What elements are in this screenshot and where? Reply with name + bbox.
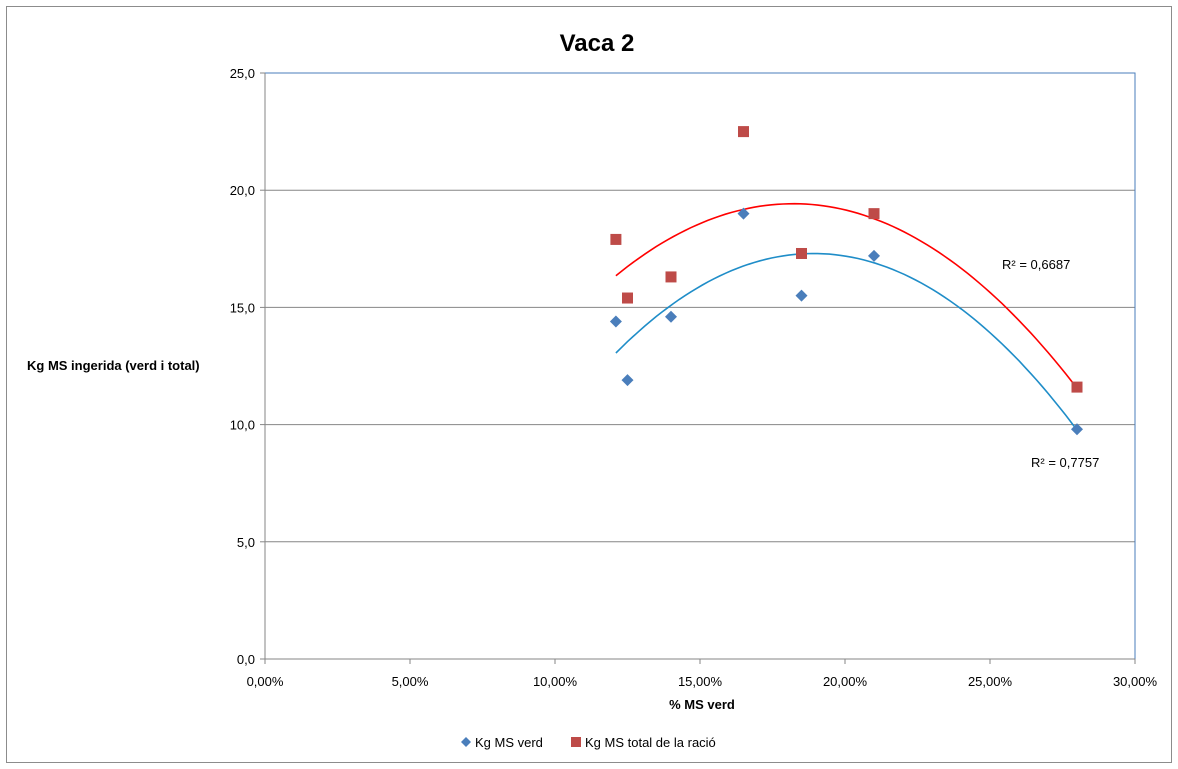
y-tick-label: 15,0 — [230, 300, 255, 315]
y-tick-label: 20,0 — [230, 183, 255, 198]
tick-labels: 0,0 5,0 10,0 15,0 20,0 25,0 0,00% 5,00% 10,00% 15… — [230, 66, 1158, 689]
point-total — [1071, 381, 1083, 393]
legend-label-verd: Kg MS verd — [475, 735, 543, 750]
point-total — [796, 247, 807, 259]
y-tick-label: 5,0 — [237, 535, 255, 550]
point-total — [665, 271, 677, 283]
trendlines — [615, 202, 1078, 431]
point-verd — [621, 374, 634, 387]
chart-frame: Vaca 2 0,0 5,0 10,0 15,0 20,0 25,0 0,00% 5,00% 1… — [6, 6, 1172, 763]
plot-area — [264, 72, 1136, 660]
point-verd — [665, 310, 677, 323]
r2-annotations: R² = 0,7757 R² = 0,6687 — [1002, 257, 1099, 470]
y-tick-label: 25,0 — [230, 66, 255, 81]
x-tick-label: 30,00% — [1113, 674, 1158, 689]
point-total — [610, 233, 622, 245]
x-tick-label: 10,00% — [533, 674, 578, 689]
point-total — [868, 208, 880, 220]
x-axis-title: % MS verd — [669, 697, 735, 712]
y-axis-title: Kg MS ingerida (verd i total) — [27, 358, 200, 373]
r2-total-label: R² = 0,6687 — [1002, 257, 1070, 272]
y-tick-label: 10,0 — [230, 418, 255, 433]
legend-marker-verd — [461, 737, 471, 747]
point-verd — [795, 289, 808, 302]
point-verd — [1071, 423, 1083, 436]
point-verd — [737, 207, 750, 220]
legend-label-total: Kg MS total de la ració — [585, 735, 716, 750]
gridlines — [265, 72, 1135, 543]
point-total — [622, 292, 633, 304]
x-tick-label: 25,00% — [968, 674, 1013, 689]
legend: Kg MS verd Kg MS total de la ració — [461, 735, 716, 750]
trendline-total — [615, 202, 1078, 389]
point-verd — [609, 315, 622, 328]
y-tick-label: 0,0 — [237, 652, 255, 667]
data-points — [609, 126, 1083, 436]
trendline-verd — [615, 252, 1078, 431]
x-tick-label: 15,00% — [678, 674, 723, 689]
x-tick-label: 0,00% — [247, 674, 284, 689]
x-tick-label: 5,00% — [392, 674, 429, 689]
r2-verd-label: R² = 0,7757 — [1031, 455, 1099, 470]
point-verd — [868, 249, 880, 262]
legend-marker-total — [571, 737, 581, 747]
axes — [260, 72, 1136, 664]
x-tick-label: 20,00% — [823, 674, 868, 689]
point-total — [738, 126, 749, 138]
chart: Vaca 2 0,0 5,0 10,0 15,0 20,0 25,0 0,00% 5,00% 1… — [27, 30, 1158, 750]
chart-title: Vaca 2 — [560, 30, 635, 57]
